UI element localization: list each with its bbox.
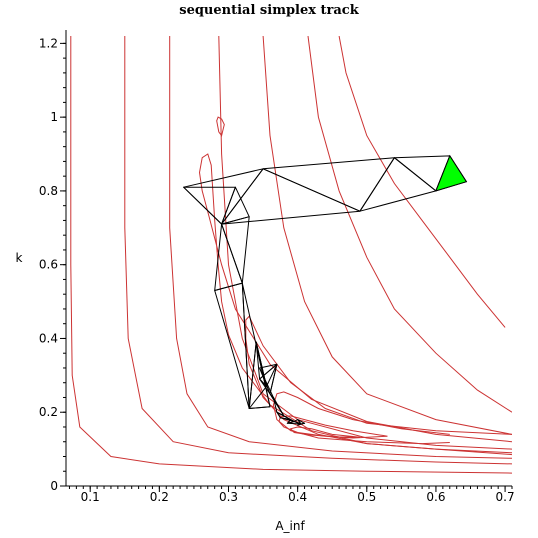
x-tick-label: 0.5 bbox=[357, 490, 376, 504]
contour-line bbox=[307, 36, 512, 413]
contour-line bbox=[218, 36, 512, 450]
x-tick-label: 0.7 bbox=[496, 490, 515, 504]
y-tick-label: 0.8 bbox=[39, 184, 58, 198]
contour-line bbox=[338, 36, 506, 328]
final-simplex bbox=[435, 154, 468, 192]
x-tick-label: 0.1 bbox=[81, 490, 100, 504]
axes: 0.1 0.2 0.3 0.4 0.5 0.6 0.7 0 0.2 0.4 0.6 0.8 1 1.2 bbox=[39, 30, 515, 504]
y-tick-label: 0 bbox=[50, 479, 58, 493]
contour-lines bbox=[70, 36, 512, 474]
contour-line bbox=[198, 153, 512, 456]
contour-line bbox=[272, 391, 450, 445]
x-tick-label: 0.4 bbox=[288, 490, 307, 504]
final-simplex-triangle bbox=[435, 154, 468, 192]
contour-line bbox=[245, 315, 512, 454]
simplex-triangle bbox=[262, 157, 395, 212]
chart-title: sequential simplex track bbox=[179, 3, 359, 18]
x-tick-label: 0.3 bbox=[219, 490, 238, 504]
x-tick-label: 0.2 bbox=[150, 490, 169, 504]
y-tick-label: 1.2 bbox=[39, 36, 58, 50]
contour-line bbox=[216, 116, 225, 137]
simplex-triangle bbox=[359, 157, 437, 212]
y-tick-label: 0.4 bbox=[39, 331, 58, 345]
y-tick-label: 1 bbox=[50, 110, 58, 124]
simplex-triangle bbox=[297, 422, 306, 426]
x-axis-label: A_inf bbox=[275, 519, 305, 533]
contour-line bbox=[70, 36, 512, 474]
simplex-triangle bbox=[214, 282, 250, 409]
contour-line bbox=[262, 36, 512, 435]
y-axis-label: k bbox=[16, 251, 23, 265]
y-tick-label: 0.2 bbox=[39, 405, 58, 419]
contour-line bbox=[169, 36, 512, 459]
y-tick-label: 0.6 bbox=[39, 258, 58, 272]
simplex-track bbox=[183, 155, 467, 426]
contour-line bbox=[124, 36, 512, 465]
x-tick-label: 0.6 bbox=[426, 490, 445, 504]
contour-line bbox=[289, 426, 360, 438]
